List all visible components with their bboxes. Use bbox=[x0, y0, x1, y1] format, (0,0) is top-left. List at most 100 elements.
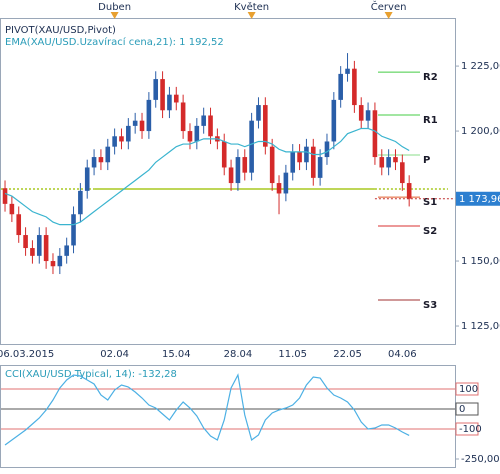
candle-body bbox=[139, 120, 145, 132]
candle-body bbox=[304, 146, 309, 163]
cci-title: CCI(XAU/USD.Typical, 14): -132,28 bbox=[5, 369, 177, 380]
x-tick-label: 02.04 bbox=[100, 349, 129, 360]
candle-body bbox=[201, 115, 206, 126]
cci-line bbox=[4, 373, 410, 446]
x-tick-label: 15.04 bbox=[162, 349, 191, 360]
month-marker bbox=[384, 12, 393, 19]
candle-body bbox=[153, 79, 159, 100]
candle-body bbox=[187, 131, 193, 142]
x-tick-label: 11.05 bbox=[278, 349, 307, 360]
candle-body bbox=[16, 214, 22, 236]
candle-body bbox=[160, 79, 165, 111]
candle-body bbox=[249, 120, 254, 173]
candle-body bbox=[208, 115, 213, 137]
main-title: PIVOT(XAU/USD,Pivot) bbox=[5, 25, 116, 36]
candle-body bbox=[112, 136, 117, 147]
pivot-label: R1 bbox=[423, 115, 438, 126]
last-price-label: 1 173,96 bbox=[459, 194, 500, 205]
pivot-label: P bbox=[423, 155, 430, 166]
candle-body bbox=[36, 235, 42, 256]
month-label: Červen bbox=[371, 0, 407, 13]
candle-body bbox=[338, 73, 343, 100]
candle-body bbox=[105, 146, 111, 163]
candle-body bbox=[310, 146, 316, 178]
candle-body bbox=[269, 146, 275, 184]
candle-body bbox=[167, 94, 172, 111]
pivot-label: R2 bbox=[423, 72, 438, 83]
candle-body bbox=[9, 203, 15, 215]
candle-body bbox=[43, 235, 49, 262]
candle-body bbox=[297, 151, 302, 163]
candle-body bbox=[228, 167, 234, 184]
y-tick-label: 1 125,00 bbox=[461, 321, 500, 332]
candle-body bbox=[276, 183, 282, 194]
candle-body bbox=[50, 261, 56, 267]
main-panel bbox=[0, 18, 456, 345]
candle-body bbox=[173, 94, 179, 103]
level-label: 100 bbox=[459, 384, 478, 395]
ema-line bbox=[4, 127, 410, 226]
candle-body bbox=[119, 136, 124, 142]
pivot-label: S1 bbox=[423, 197, 437, 208]
level-box bbox=[455, 422, 479, 436]
candle-body bbox=[365, 110, 371, 121]
candle-body bbox=[372, 110, 378, 158]
x-tick-label: 04.06 bbox=[388, 349, 417, 360]
candle-body bbox=[126, 125, 131, 142]
candle-body bbox=[242, 157, 248, 173]
x-tick-label: 22.05 bbox=[333, 349, 362, 360]
last-price-box bbox=[456, 191, 500, 206]
candle-body bbox=[263, 105, 268, 147]
candle-body bbox=[57, 255, 63, 267]
candle-body bbox=[194, 125, 200, 142]
month-marker bbox=[247, 12, 256, 19]
candle-body bbox=[84, 167, 90, 191]
candle-body bbox=[71, 214, 76, 246]
level-box bbox=[455, 382, 479, 396]
candle-body bbox=[317, 157, 323, 178]
candle-body bbox=[400, 162, 405, 184]
x-tick-label: 28.04 bbox=[224, 349, 253, 360]
y-tick-label: 1 150,00 bbox=[461, 256, 500, 267]
y-tick-label: 1 200,00 bbox=[461, 126, 500, 137]
candle-body bbox=[132, 120, 138, 126]
level-box bbox=[455, 402, 479, 416]
candle-body bbox=[2, 188, 8, 204]
ema-legend: EMA(XAU/USD.Uzavírací cena,21): 1 192,52 bbox=[5, 36, 224, 48]
candle-body bbox=[256, 105, 261, 121]
candle-body bbox=[98, 157, 104, 163]
pivot-label: S3 bbox=[423, 300, 437, 311]
level-label: 0 bbox=[459, 404, 465, 415]
candle-body bbox=[221, 141, 227, 168]
month-label: Květen bbox=[234, 1, 269, 13]
candle-body bbox=[379, 157, 385, 168]
month-label: Duben bbox=[98, 2, 131, 13]
candle-body bbox=[78, 190, 83, 215]
candle-body bbox=[23, 235, 28, 249]
candle-body bbox=[393, 157, 398, 163]
candle-body bbox=[345, 68, 350, 74]
candle-body bbox=[91, 157, 97, 168]
y-tick-label: 1 225,00 bbox=[461, 61, 500, 72]
candle-body bbox=[30, 248, 35, 256]
candle-body bbox=[324, 141, 330, 158]
candle-body bbox=[64, 245, 69, 256]
y-tick-label: -250,00 bbox=[461, 454, 500, 465]
pivot-label: S2 bbox=[423, 226, 437, 237]
candle-body bbox=[235, 157, 241, 184]
candle-body bbox=[352, 68, 357, 106]
candle-body bbox=[331, 99, 337, 142]
cci-panel bbox=[0, 365, 456, 468]
candle-body bbox=[283, 172, 289, 194]
candle-body bbox=[406, 183, 412, 199]
candle-body bbox=[146, 99, 152, 132]
candle-body bbox=[290, 151, 296, 173]
candle-body bbox=[386, 157, 391, 168]
level-label: -100 bbox=[459, 424, 482, 435]
x-tick-label: 06.03.2015 bbox=[0, 349, 54, 360]
month-marker bbox=[110, 12, 119, 19]
candle-body bbox=[180, 102, 186, 132]
candle-body bbox=[358, 105, 364, 121]
